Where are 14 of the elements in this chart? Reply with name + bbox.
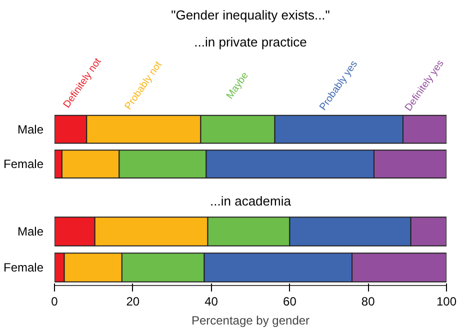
chart-title: "Gender inequality exists..." xyxy=(171,8,330,22)
y-tick-label: Female xyxy=(3,157,44,172)
x-tick-label: 40 xyxy=(204,294,218,308)
x-axis-title: Percentage by gender xyxy=(191,314,310,328)
x-tick-label: 20 xyxy=(126,294,140,308)
y-tick-label: Female xyxy=(3,260,44,274)
x-tick-label: 0 xyxy=(51,294,58,308)
chart-title: ...in academia xyxy=(210,194,292,208)
x-tick-label: 80 xyxy=(361,294,376,308)
x-tick-label: 100 xyxy=(436,294,457,308)
x-tick-label: 60 xyxy=(283,294,297,308)
chart-subtitle: ...in private practice xyxy=(194,34,307,50)
y-tick-label: Male xyxy=(17,224,44,238)
y-tick-label: Male xyxy=(17,122,44,136)
